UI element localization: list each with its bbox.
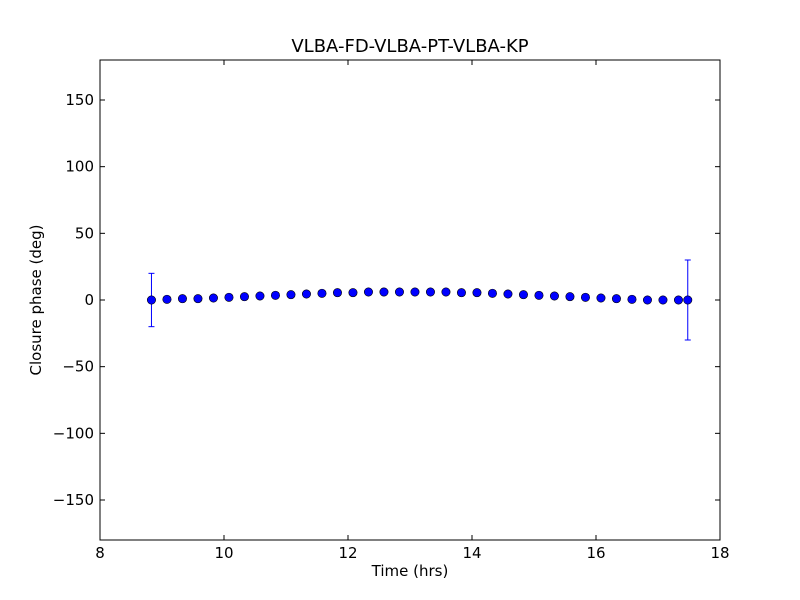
data-point	[270, 290, 280, 300]
data-point	[301, 289, 311, 299]
axis-ticks: 8 10 12 14 16 18 −150 −100 −50 0 50 100 150	[53, 60, 730, 562]
y-tick-label: 50	[75, 224, 94, 242]
data-point	[162, 294, 172, 304]
data-point	[611, 294, 621, 304]
data-point	[580, 292, 590, 302]
data-point	[627, 294, 637, 304]
data-point	[518, 290, 528, 300]
data-point	[239, 292, 249, 302]
y-tick-label: 150	[65, 91, 94, 109]
data-point	[193, 294, 203, 304]
data-point	[208, 293, 218, 303]
y-tick-label: 0	[84, 291, 94, 309]
data-point	[363, 287, 373, 297]
x-tick-label: 16	[586, 544, 605, 562]
data-point	[348, 288, 358, 298]
data-point	[596, 293, 606, 303]
data-point	[286, 290, 296, 300]
data-point	[394, 287, 404, 297]
y-tick-label: 100	[65, 158, 94, 176]
data-point	[565, 292, 575, 302]
data-point	[673, 295, 683, 305]
data-point	[456, 288, 466, 298]
x-tick-label: 14	[462, 544, 481, 562]
x-tick-label: 8	[95, 544, 105, 562]
x-tick-label: 10	[214, 544, 233, 562]
data-point	[332, 288, 342, 298]
chart-title: VLBA-FD-VLBA-PT-VLBA-KP	[291, 36, 528, 57]
x-tick-label: 18	[710, 544, 729, 562]
x-axis-title: Time (hrs)	[371, 562, 449, 580]
y-axis-title: Closure phase (deg)	[27, 225, 45, 376]
x-tick-label: 12	[338, 544, 357, 562]
data-point	[146, 295, 156, 305]
data-point	[487, 288, 497, 298]
y-tick-label: −50	[62, 358, 94, 376]
data-points	[146, 287, 693, 305]
data-point	[642, 295, 652, 305]
data-point	[658, 295, 668, 305]
y-tick-label: −100	[53, 424, 94, 442]
y-tick-label: −150	[53, 491, 94, 509]
data-point	[255, 291, 265, 301]
data-point	[503, 289, 513, 299]
data-point	[317, 288, 327, 298]
data-point	[410, 287, 420, 297]
data-point	[224, 292, 234, 302]
data-point	[379, 287, 389, 297]
data-point	[472, 288, 482, 298]
data-point	[177, 294, 187, 304]
data-point	[549, 291, 559, 301]
data-point	[534, 290, 544, 300]
data-point	[441, 287, 451, 297]
data-point	[683, 295, 693, 305]
plot-area	[99, 59, 721, 541]
data-point	[425, 287, 435, 297]
